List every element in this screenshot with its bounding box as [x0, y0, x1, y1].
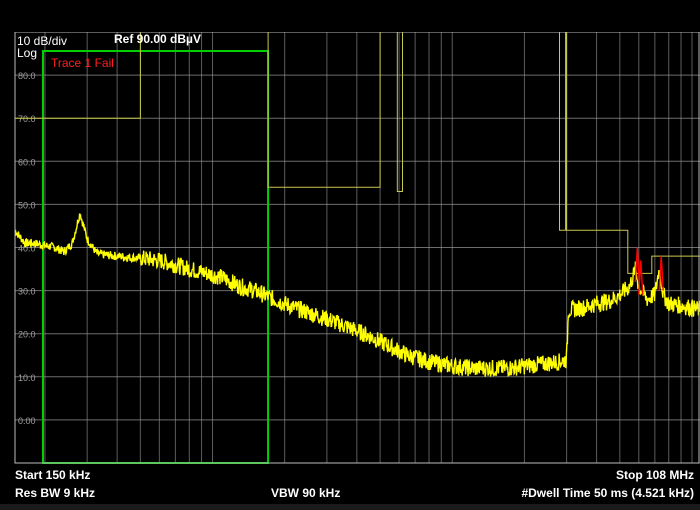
- y-tick-label: 40.0: [18, 244, 36, 254]
- y-tick-label: 60.0: [18, 157, 36, 167]
- video-bandwidth: VBW 90 kHz: [271, 486, 341, 500]
- scale-type: Log: [17, 46, 38, 60]
- start-frequency: Start 150 kHz: [15, 468, 91, 482]
- bottom-strip: [0, 504, 700, 510]
- trace-fail-status: Trace 1 Fail: [51, 56, 114, 70]
- y-tick-label: 50.0: [18, 200, 36, 210]
- trace-1: [14, 213, 700, 378]
- scale-label: 10 dB/div: [17, 34, 68, 48]
- fail-marker: [634, 247, 640, 283]
- plot-border: [14, 31, 700, 464]
- fail-marker: [658, 256, 664, 291]
- y-tick-label: 30.0: [18, 287, 36, 297]
- dwell-time: #Dwell Time 50 ms (4.521 kHz): [521, 486, 694, 500]
- top-bar: 10 dB/div Ref 90.00 dBµV Log Trace 1 Fai…: [0, 0, 700, 70]
- y-tick-label: 80.0: [18, 71, 36, 81]
- fail-marker: [638, 260, 644, 295]
- y-tick-label: 0.00: [18, 416, 36, 426]
- resolution-bandwidth: Res BW 9 kHz: [15, 486, 96, 500]
- y-tick-label: 70.0: [18, 114, 36, 124]
- stop-frequency: Stop 108 MHz: [615, 468, 694, 482]
- y-tick-label: 10.0: [18, 373, 36, 383]
- reference-level: Ref 90.00 dBµV: [114, 32, 201, 46]
- y-tick-label: 20.0: [18, 330, 36, 340]
